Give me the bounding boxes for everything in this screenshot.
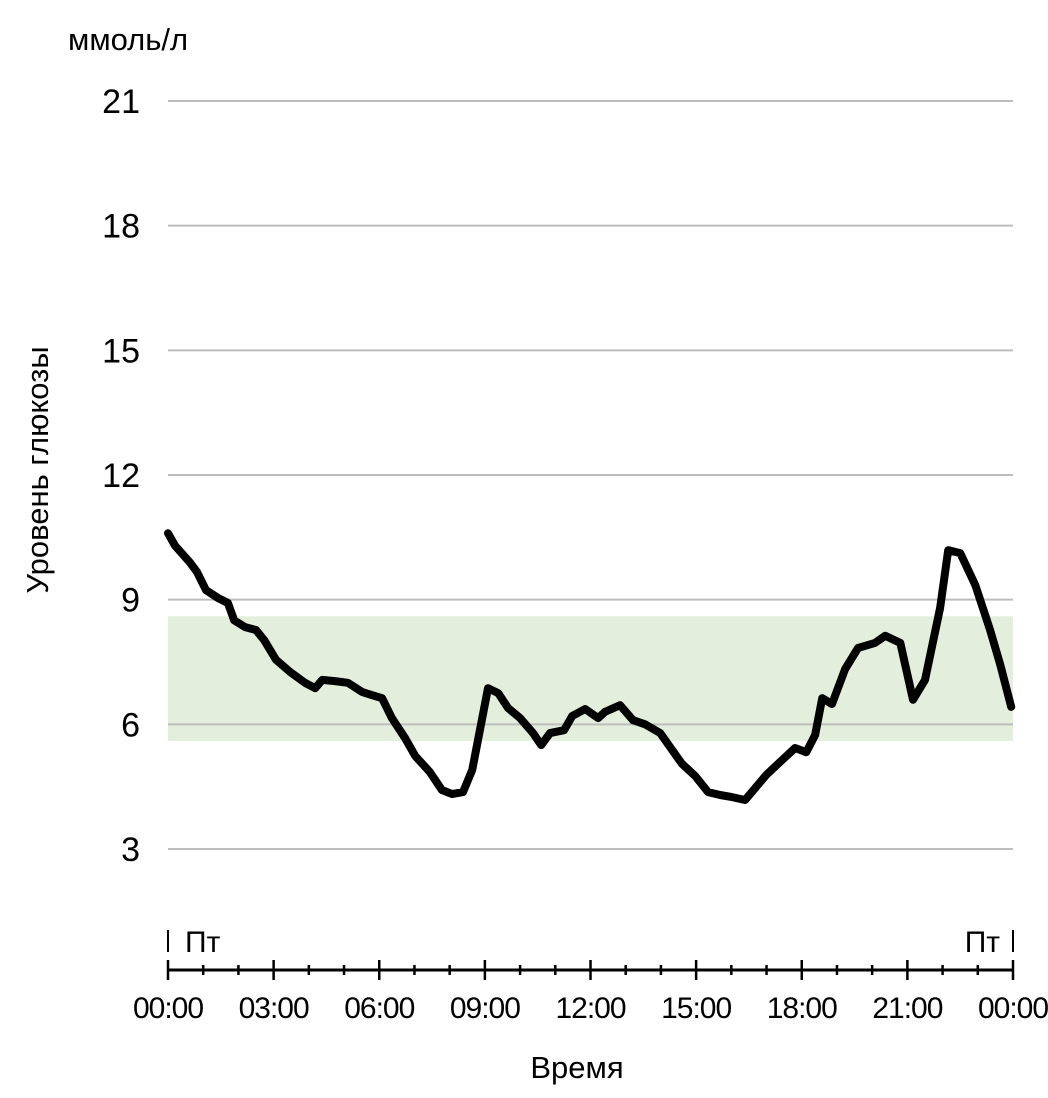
y-tick-label: 9: [121, 582, 140, 620]
y-axis-label: Уровень глюкозы: [20, 346, 55, 593]
y-tick-label: 21: [102, 83, 140, 121]
x-tick-label: 03:00: [239, 992, 309, 1025]
target-range-band: [168, 616, 1013, 741]
x-tick-label: 12:00: [555, 992, 625, 1025]
glucose-series-line: [164, 529, 1016, 804]
x-tick-label: 18:00: [767, 992, 837, 1025]
unit-label: ммоль/л: [68, 22, 188, 57]
y-tick-label: 12: [102, 457, 140, 495]
day-label-end: Пт: [965, 926, 1001, 959]
x-tick-label: 15:00: [661, 992, 731, 1025]
x-tick-label: 00:00: [133, 992, 203, 1025]
x-tick-label: 06:00: [344, 992, 414, 1025]
x-axis-label: Время: [530, 1050, 623, 1085]
y-tick-label: 6: [121, 706, 140, 744]
y-tick-label: 15: [102, 332, 140, 370]
x-tick-label: 00:00: [978, 992, 1048, 1025]
day-label-start: Пт: [185, 926, 221, 959]
y-tick-label: 18: [102, 208, 140, 246]
x-tick-label: 09:00: [450, 992, 520, 1025]
x-tick-label: 21:00: [872, 992, 942, 1025]
y-tick-label: 3: [121, 831, 140, 869]
